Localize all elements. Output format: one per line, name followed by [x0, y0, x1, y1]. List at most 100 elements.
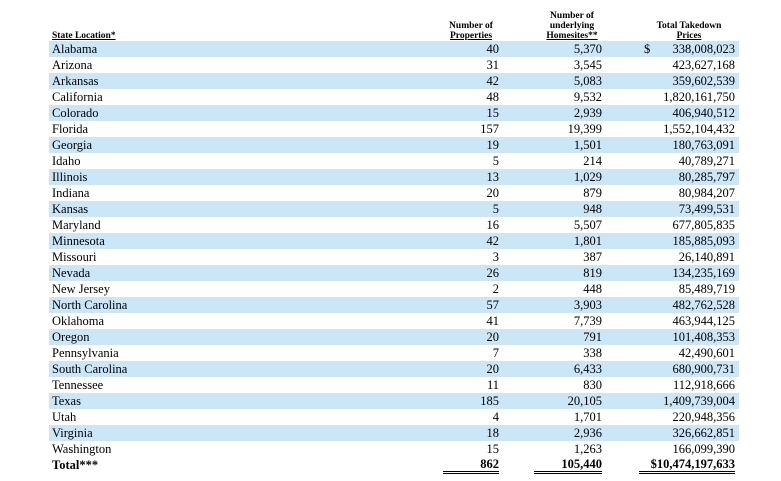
homesites-cell: 830: [583, 378, 602, 392]
table-row: California 48 9,532 1,820,161,750: [49, 89, 739, 105]
state-cell: South Carolina: [52, 362, 128, 376]
prices-cell: 85,489,719: [678, 282, 735, 296]
state-cell: New Jersey: [52, 282, 110, 296]
table-body: Alabama 40 5,370 $338,008,023 Arizona 31 3,545…: [49, 41, 739, 457]
homesites-cell: 214: [583, 154, 602, 168]
properties-cell: 5: [492, 154, 499, 168]
properties-cell: 11: [486, 378, 499, 392]
homesites-cell: 1,263: [573, 442, 602, 456]
table-header: State Location* Number of Properties Num…: [49, 6, 739, 41]
state-cell: Minnesota: [52, 234, 105, 248]
state-cell: Tennessee: [52, 378, 104, 392]
prices-cell: 80,285,797: [678, 170, 735, 184]
properties-cell: 31: [486, 58, 500, 72]
state-cell: Washington: [52, 442, 112, 456]
state-cell: Kansas: [52, 202, 89, 216]
homesites-cell: 6,433: [573, 362, 602, 376]
prices-cell: 406,940,512: [672, 106, 736, 120]
state-cell: Idaho: [52, 154, 81, 168]
table-row: Maryland 16 5,507 677,805,835: [49, 217, 739, 233]
takedown-table: State Location* Number of Properties Num…: [49, 6, 739, 474]
properties-cell: 15: [486, 442, 500, 456]
state-cell: Oregon: [52, 330, 90, 344]
table-row: South Carolina 20 6,433 680,900,731: [49, 361, 739, 377]
prices-cell: 1,552,104,432: [663, 122, 735, 136]
properties-cell: 16: [486, 218, 500, 232]
properties-cell: 20: [486, 362, 500, 376]
properties-cell: 157: [480, 122, 499, 136]
state-cell: Alabama: [52, 42, 98, 56]
table-row: Kansas 5 948 73,499,531: [49, 201, 739, 217]
table-row: Missouri 3 387 26,140,891: [49, 249, 739, 265]
state-cell: Oklahoma: [52, 314, 105, 328]
prices-cell: 112,918,666: [672, 378, 735, 392]
prices-cell: 166,099,390: [672, 442, 736, 456]
table-row: Arizona 31 3,545 423,627,168: [49, 57, 739, 73]
properties-cell: 57: [486, 298, 500, 312]
table-row: Nevada 26 819 134,235,169: [49, 265, 739, 281]
prices-cell: 185,885,093: [672, 234, 736, 248]
homesites-cell: 2,936: [573, 426, 602, 440]
currency-symbol: $: [644, 42, 651, 56]
homesites-cell: 9,532: [573, 90, 602, 104]
properties-cell: 13: [486, 170, 500, 184]
prices-cell: 326,662,851: [672, 426, 736, 440]
table-total-row: Total*** 862 105,440 $10,474,197,633: [49, 457, 739, 474]
homesites-cell: 791: [583, 330, 602, 344]
header-total-takedown-prices: Total Takedown Prices: [656, 21, 722, 41]
state-cell: Virginia: [52, 426, 93, 440]
properties-cell: 40: [486, 42, 500, 56]
properties-cell: 7: [492, 346, 499, 360]
prices-cell: 359,602,539: [672, 74, 736, 88]
state-cell: Nevada: [52, 266, 91, 280]
prices-cell: 680,900,731: [672, 362, 736, 376]
homesites-cell: 5,370: [573, 42, 602, 56]
state-cell: Texas: [52, 394, 81, 408]
properties-cell: 185: [480, 394, 499, 408]
table-row: North Carolina 57 3,903 482,762,528: [49, 297, 739, 313]
prices-cell: 463,944,125: [672, 314, 736, 328]
table-row: Georgia 19 1,501 180,763,091: [49, 137, 739, 153]
state-cell: Illinois: [52, 170, 88, 184]
homesites-cell: 1,701: [573, 410, 602, 424]
prices-cell: 42,490,601: [678, 346, 735, 360]
properties-cell: 48: [486, 90, 500, 104]
table-row: Oregon 20 791 101,408,353: [49, 329, 739, 345]
prices-cell: 1,820,161,750: [663, 90, 735, 104]
table-row: Washington 15 1,263 166,099,390: [49, 441, 739, 457]
properties-cell: 42: [486, 74, 500, 88]
prices-cell: 73,499,531: [678, 202, 735, 216]
properties-cell: 26: [486, 266, 500, 280]
header-number-of-properties: Number of Properties: [449, 21, 493, 41]
table-row: New Jersey 2 448 85,489,719: [49, 281, 739, 297]
homesites-cell: 819: [583, 266, 602, 280]
homesites-cell: 3,545: [573, 58, 602, 72]
table-row: Florida 157 19,399 1,552,104,432: [49, 121, 739, 137]
header-state-location: State Location*: [52, 31, 116, 41]
table-row: Texas 185 20,105 1,409,739,004: [49, 393, 739, 409]
table-row: Alabama 40 5,370 $338,008,023: [49, 41, 739, 57]
homesites-cell: 1,801: [573, 234, 602, 248]
state-cell: Florida: [52, 122, 89, 136]
homesites-cell: 948: [583, 202, 602, 216]
properties-cell: 20: [486, 330, 500, 344]
state-cell: North Carolina: [52, 298, 128, 312]
state-cell: Indiana: [52, 186, 90, 200]
prices-cell: 26,140,891: [678, 250, 735, 264]
homesites-cell: 2,939: [573, 106, 602, 120]
state-cell: Arizona: [52, 58, 93, 72]
properties-cell: 18: [486, 426, 500, 440]
properties-cell: 15: [486, 106, 500, 120]
homesites-cell: 19,399: [567, 122, 602, 136]
prices-cell: 220,948,356: [672, 410, 736, 424]
state-cell: Georgia: [52, 138, 93, 152]
state-cell: Arkansas: [52, 74, 99, 88]
total-homesites: 105,440: [534, 457, 602, 474]
properties-cell: 3: [492, 250, 499, 264]
table-row: Pennsylvania 7 338 42,490,601: [49, 345, 739, 361]
prices-cell: 180,763,091: [672, 138, 736, 152]
state-cell: Utah: [52, 410, 77, 424]
prices-cell: 338,008,023: [672, 42, 736, 56]
homesites-cell: 5,507: [573, 218, 602, 232]
table-row: Minnesota 42 1,801 185,885,093: [49, 233, 739, 249]
